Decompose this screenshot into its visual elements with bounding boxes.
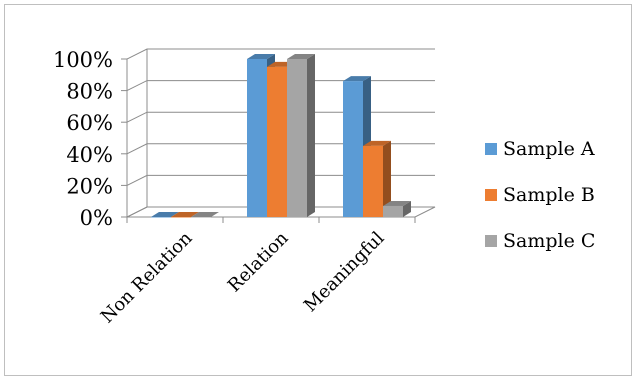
bar-sample-c-relation [287, 54, 315, 217]
bar-front [287, 59, 307, 217]
bar-top [363, 140, 391, 146]
bar-front [191, 217, 211, 218]
bar-front [171, 217, 191, 218]
legend-label: Sample B [503, 184, 595, 206]
bar-sample-a-non-relation [151, 212, 179, 218]
y-tick-label: 0% [80, 206, 113, 230]
gridline [126, 80, 435, 92]
x-category-label: Non Relation [97, 227, 197, 327]
y-tick-label: 20% [66, 174, 113, 198]
legend-swatch [485, 235, 497, 247]
bar-top [383, 200, 411, 206]
gridline [126, 48, 435, 60]
bar-side [383, 140, 391, 217]
chart-frame: 0% 20% 40% 60% 80% 100% Non Relation Relation M… [4, 4, 632, 376]
gridline [126, 111, 435, 123]
bar-top [287, 54, 315, 59]
legend-label: Sample C [503, 230, 595, 252]
bars [151, 54, 411, 218]
y-tick-label: 40% [66, 143, 113, 167]
gridlines [126, 48, 435, 218]
legend-swatch [485, 189, 497, 201]
legend: Sample A Sample B Sample C [485, 138, 595, 252]
bar-front [383, 205, 403, 217]
bar-front [267, 66, 287, 218]
bar-side [307, 54, 315, 217]
legend-label: Sample A [503, 138, 595, 160]
bar-sample-c-non-relation [191, 212, 219, 218]
bar-front [363, 145, 383, 217]
legend-swatch [485, 143, 497, 155]
bar-front [151, 217, 171, 218]
legend-item: Sample A [485, 138, 595, 160]
bar-side [403, 200, 411, 217]
bar-top [247, 54, 275, 59]
x-axis-categories: Non Relation Relation Meaningful [97, 227, 389, 327]
y-tick-label: 100% [53, 48, 113, 72]
bar-top [343, 76, 371, 82]
bar-sample-b-non-relation [171, 212, 199, 218]
chart-svg: 0% 20% 40% 60% 80% 100% Non Relation Relation M… [53, 48, 595, 327]
gridline [126, 174, 435, 186]
bar-top [191, 212, 219, 217]
gridline [126, 206, 435, 218]
bar-top [151, 212, 179, 217]
legend-item: Sample B [485, 184, 595, 206]
x-category-label: Meaningful [300, 228, 389, 317]
y-tick-label: 80% [66, 80, 113, 104]
y-tick-label: 60% [66, 111, 113, 135]
gridline [126, 143, 435, 155]
bar-top [171, 212, 199, 217]
bar-sample-b-meaningful [363, 140, 391, 217]
bar-front [343, 81, 363, 218]
x-category-label: Relation [224, 227, 293, 296]
bar-sample-c-meaningful [383, 200, 411, 217]
legend-item: Sample C [485, 230, 595, 252]
y-axis-ticks: 0% 20% 40% 60% 80% 100% [53, 48, 113, 230]
bar-front [247, 59, 267, 217]
